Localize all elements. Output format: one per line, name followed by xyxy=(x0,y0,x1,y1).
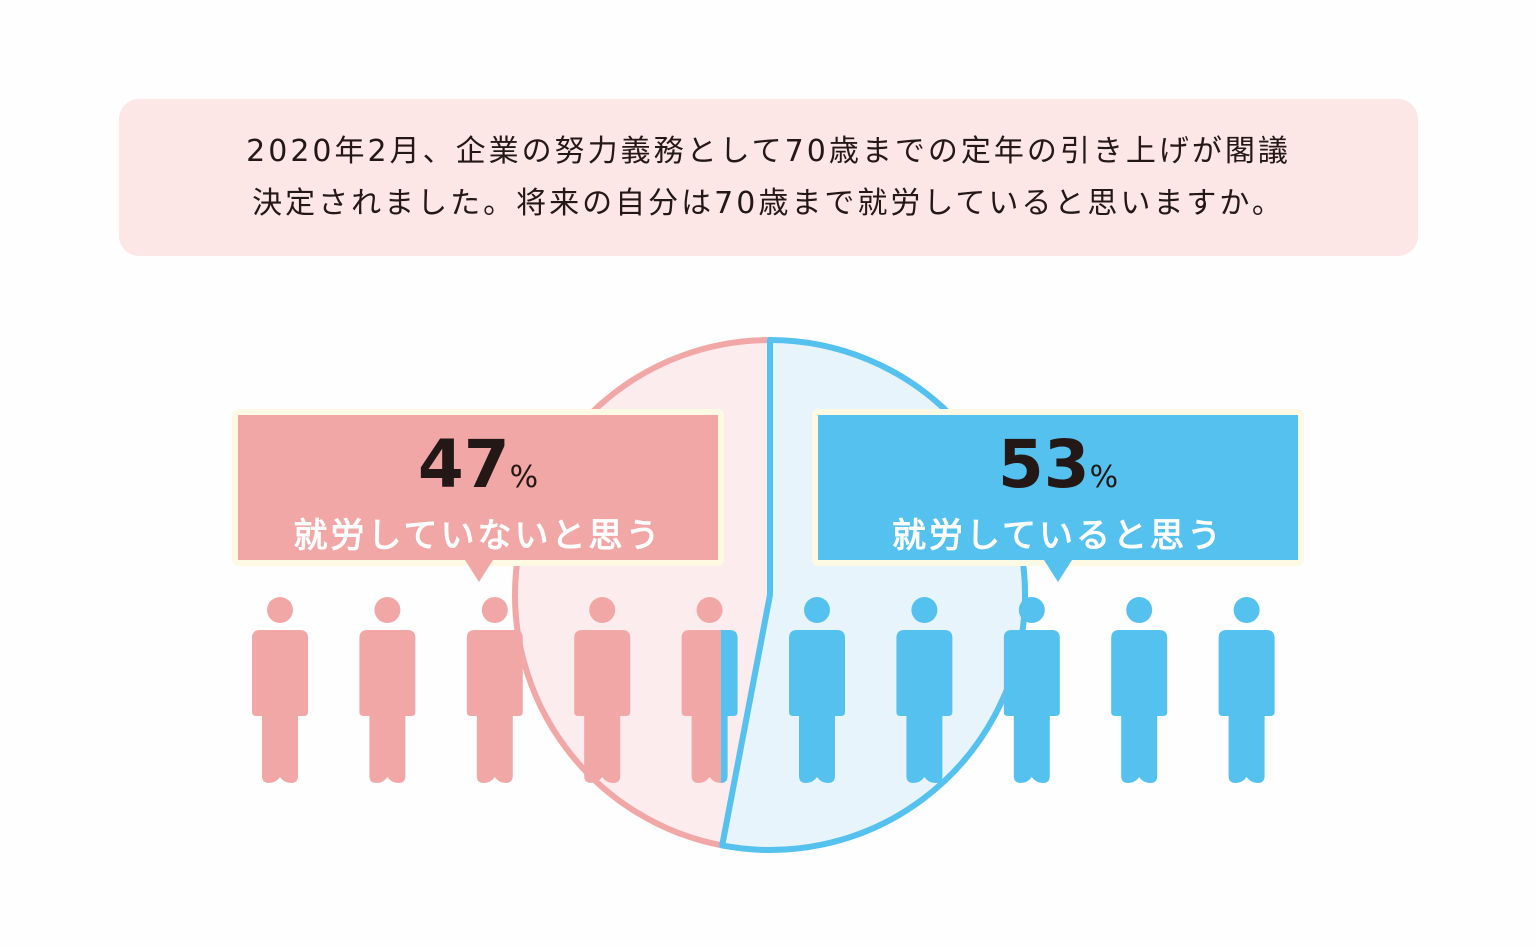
callout-tail xyxy=(1044,560,1072,582)
person-icon xyxy=(574,597,631,783)
person-body xyxy=(574,630,631,783)
person-head xyxy=(804,597,830,623)
person-head xyxy=(589,597,616,623)
label-working: 就労していると思う xyxy=(892,516,1224,556)
question-box: 2020年2月、企業の努力義務として70歳までの定年の引き上げが閣議 決定されま… xyxy=(119,99,1418,256)
percent-value-not-working: 47 xyxy=(417,426,510,503)
person-body xyxy=(1111,630,1168,783)
person-head xyxy=(696,597,723,623)
person-icon xyxy=(1111,597,1168,783)
percent-unit: % xyxy=(1089,460,1119,495)
question-line-1: 2020年2月、企業の努力義務として70歳までの定年の引き上げが閣議 xyxy=(246,133,1291,169)
percent-unit: % xyxy=(509,460,539,495)
person-head xyxy=(1233,597,1260,623)
person-body xyxy=(1003,630,1060,783)
person-body xyxy=(681,630,738,783)
label-not-working: 就労していないと思う xyxy=(293,516,663,556)
person-body xyxy=(896,630,953,783)
person-icon xyxy=(789,597,845,783)
person-icon xyxy=(1218,597,1275,783)
question-line-2: 決定されました。将来の自分は70歳まで就労していると思いますか。 xyxy=(252,185,1285,221)
person-body xyxy=(1218,630,1275,783)
person-icon xyxy=(359,597,416,783)
person-body xyxy=(252,630,308,783)
person-head xyxy=(267,597,293,623)
person-icon xyxy=(896,597,953,783)
person-head xyxy=(374,597,401,623)
person-icon xyxy=(466,597,523,783)
percent-value-working: 53 xyxy=(997,426,1090,503)
person-body xyxy=(789,630,845,783)
callout-working: 53% 就労していると思う xyxy=(812,409,1304,566)
person-head xyxy=(481,597,508,623)
person-head xyxy=(1126,597,1153,623)
person-icon xyxy=(681,597,738,783)
person-head xyxy=(911,597,938,623)
callout-tail xyxy=(465,560,493,582)
person-body xyxy=(466,630,523,783)
person-head xyxy=(1018,597,1045,623)
person-icon xyxy=(1003,597,1060,783)
callout-not-working: 47% 就労していないと思う xyxy=(232,409,724,566)
person-icon xyxy=(252,597,308,783)
person-body xyxy=(359,630,416,783)
